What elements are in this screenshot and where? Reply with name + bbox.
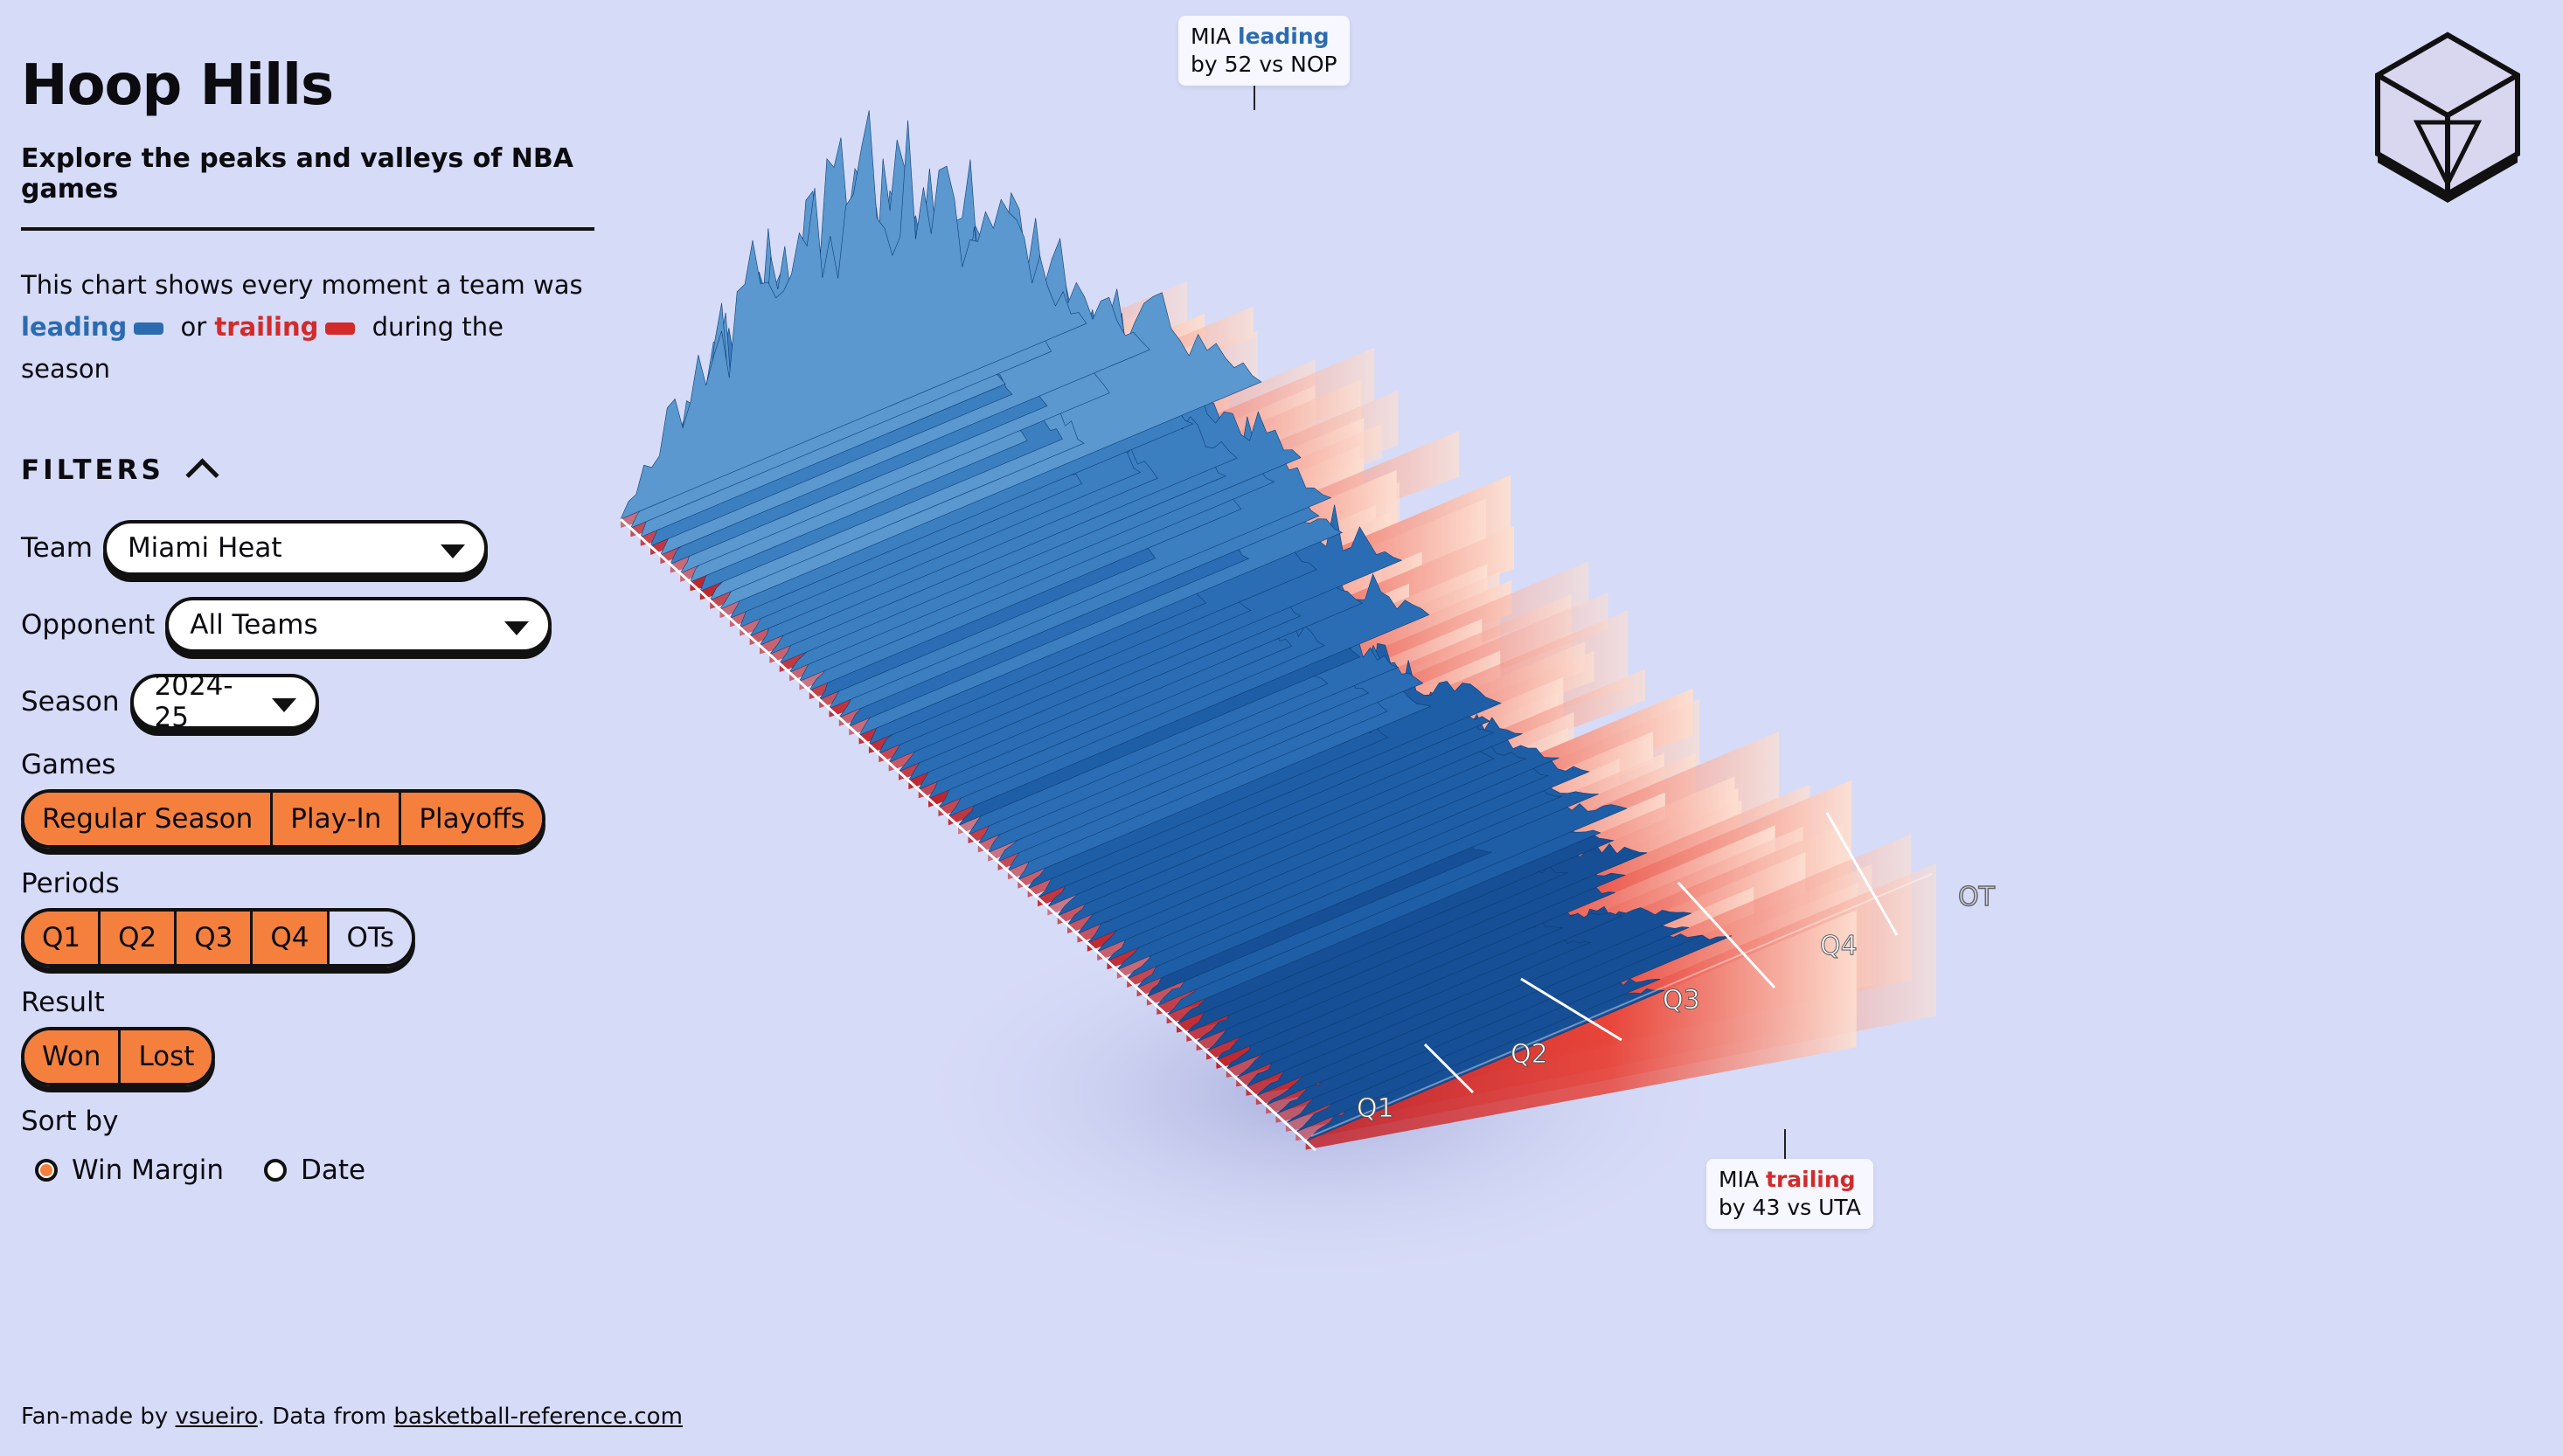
hills-chart[interactable]: Q1 Q2 Q3 Q4 OT <box>603 0 2002 1453</box>
chevron-up-icon <box>185 458 219 492</box>
periods-toggle-group: Q1 Q2 Q3 Q4 OTs <box>21 908 415 967</box>
period-label-q1: Q1 <box>1357 1093 1394 1124</box>
divider <box>21 227 594 231</box>
dropdown-caret-icon <box>504 621 530 635</box>
periods-label: Periods <box>21 868 120 899</box>
footer-prefix: Fan-made by <box>21 1404 169 1430</box>
season-select[interactable]: 2024-25 <box>129 670 319 733</box>
sort-date-radio[interactable] <box>263 1159 287 1182</box>
opponent-select[interactable]: All Teams <box>165 597 552 653</box>
peak-tooltip-team: MIA <box>1191 24 1232 49</box>
period-divider-q2 <box>1423 1043 1475 1094</box>
page-title: Hoop Hills <box>21 53 334 118</box>
sidebar: Hoop Hills Explore the peaks and valleys… <box>21 58 598 1186</box>
team-filter: Team Miami Heat <box>21 520 598 576</box>
sort-date-label[interactable]: Date <box>300 1154 366 1186</box>
period-q1[interactable]: Q1 <box>24 912 101 964</box>
period-ots[interactable]: OTs <box>329 912 412 964</box>
valley-tooltip-team: MIA <box>1719 1167 1760 1192</box>
opponent-label: Opponent <box>21 609 156 641</box>
games-playoffs[interactable]: Playoffs <box>401 793 543 845</box>
dropdown-caret-icon <box>440 544 465 558</box>
footer-credits: Fan-made by vsueiro. Data from basketbal… <box>21 1404 683 1430</box>
period-q2[interactable]: Q2 <box>101 912 177 964</box>
chart-description: This chart shows every moment a team was… <box>21 264 598 390</box>
period-divider-q3 <box>1520 977 1622 1042</box>
games-toggle-group: Regular Season Play-In Playoffs <box>21 789 546 849</box>
period-divider-q4 <box>1677 881 1776 989</box>
period-label-ot: OT <box>1958 882 1996 912</box>
period-q4[interactable]: Q4 <box>253 912 330 964</box>
sort-win-margin-radio[interactable] <box>35 1159 58 1182</box>
opponent-select-value: All Teams <box>190 609 318 641</box>
games-label: Games <box>21 749 116 780</box>
cube-view-icon[interactable] <box>2369 26 2526 222</box>
sort-win-margin-label[interactable]: Win Margin <box>72 1154 224 1186</box>
valley-tooltip-word: trailing <box>1766 1167 1856 1192</box>
footer-middle: . Data from <box>257 1404 387 1430</box>
games-play-in[interactable]: Play-In <box>273 793 402 845</box>
sort-label: Sort by <box>21 1106 119 1137</box>
chart-area[interactable]: Q1 Q2 Q3 Q4 OT MIA leading by 52 vs NOP … <box>603 0 2002 1453</box>
team-label: Team <box>21 532 93 564</box>
result-toggle-group: Won Lost <box>21 1027 216 1086</box>
legend-leading-swatch <box>134 322 164 335</box>
season-select-value: 2024-25 <box>154 670 233 733</box>
legend-leading-label: leading <box>21 312 128 342</box>
season-filter: Season 2024-25 <box>21 670 598 733</box>
team-select[interactable]: Miami Heat <box>102 520 488 576</box>
period-label-q2: Q2 <box>1511 1039 1548 1070</box>
legend-or: or <box>180 312 207 342</box>
leading-hill <box>620 110 1087 520</box>
filters-heading: FILTERS <box>21 454 164 486</box>
result-label: Result <box>21 987 105 1018</box>
team-select-value: Miami Heat <box>127 532 282 564</box>
legend-trailing-swatch <box>325 322 356 335</box>
period-divider-ot <box>1825 812 1899 936</box>
season-label: Season <box>21 686 120 718</box>
description-line: This chart shows every moment a team was <box>21 270 583 300</box>
period-q3[interactable]: Q3 <box>177 912 254 964</box>
valley-tooltip-detail: by 43 vs UTA <box>1719 1195 1861 1220</box>
filters-toggle[interactable]: FILTERS <box>21 453 598 492</box>
result-won[interactable]: Won <box>24 1030 122 1083</box>
opponent-filter: Opponent All Teams <box>21 597 598 653</box>
peak-tooltip: MIA leading by 52 vs NOP <box>1178 16 1350 86</box>
result-lost[interactable]: Lost <box>121 1030 212 1083</box>
legend-trailing-label: trailing <box>214 312 319 342</box>
period-label-q4: Q4 <box>1820 931 1858 961</box>
valley-tooltip: MIA trailing by 43 vs UTA <box>1706 1159 1873 1229</box>
sort-options: Win Margin Date <box>21 1154 598 1186</box>
dropdown-caret-icon <box>271 698 296 712</box>
source-link[interactable]: basketball-reference.com <box>393 1404 683 1430</box>
front-edge-line <box>619 517 1317 1152</box>
games-regular-season[interactable]: Regular Season <box>24 793 274 845</box>
page-subtitle: Explore the peaks and valleys of NBA gam… <box>21 143 573 205</box>
peak-tooltip-word: leading <box>1238 24 1330 49</box>
peak-tooltip-detail: by 52 vs NOP <box>1191 52 1337 77</box>
right-edge-line <box>1310 873 1933 1137</box>
leading-surface <box>620 110 1733 1141</box>
period-label-q3: Q3 <box>1663 985 1700 1016</box>
trailing-strip <box>1305 910 1857 1150</box>
author-link[interactable]: vsueiro <box>175 1404 258 1430</box>
legend-suffix: during the season <box>21 312 504 384</box>
